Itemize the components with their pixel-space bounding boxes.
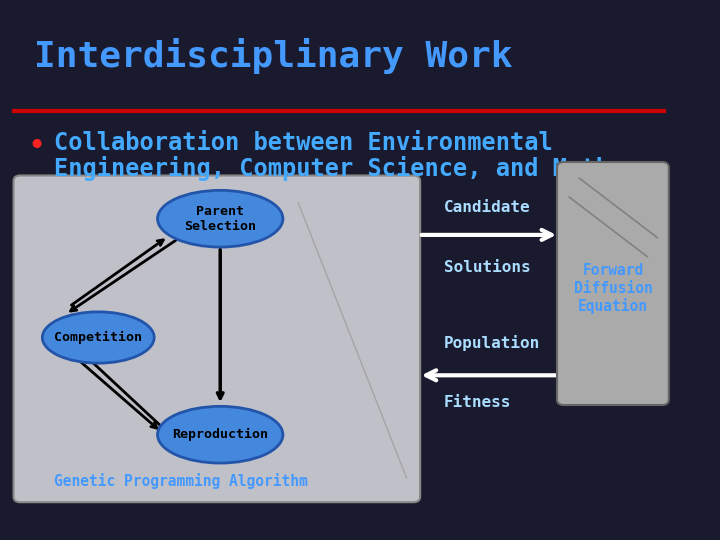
Text: Collaboration between Environmental: Collaboration between Environmental bbox=[54, 131, 553, 155]
Text: Population: Population bbox=[444, 335, 540, 351]
FancyBboxPatch shape bbox=[14, 176, 420, 502]
Ellipse shape bbox=[158, 190, 283, 247]
Ellipse shape bbox=[42, 312, 154, 363]
Text: Solutions: Solutions bbox=[444, 260, 531, 275]
Text: Candidate: Candidate bbox=[444, 200, 531, 215]
Text: Fitness: Fitness bbox=[444, 395, 511, 410]
Text: Competition: Competition bbox=[54, 331, 143, 344]
Text: Reproduction: Reproduction bbox=[172, 428, 269, 441]
Text: •: • bbox=[27, 132, 45, 161]
Text: Genetic Programming Algorithm: Genetic Programming Algorithm bbox=[54, 472, 308, 489]
Ellipse shape bbox=[158, 406, 283, 463]
FancyBboxPatch shape bbox=[557, 162, 669, 405]
Text: Forward
Diffusion
Equation: Forward Diffusion Equation bbox=[574, 264, 652, 314]
Text: Interdisciplinary Work: Interdisciplinary Work bbox=[34, 38, 513, 74]
Text: Parent
Selection: Parent Selection bbox=[184, 205, 256, 233]
Text: Engineering, Computer Science, and Math: Engineering, Computer Science, and Math bbox=[54, 156, 610, 180]
